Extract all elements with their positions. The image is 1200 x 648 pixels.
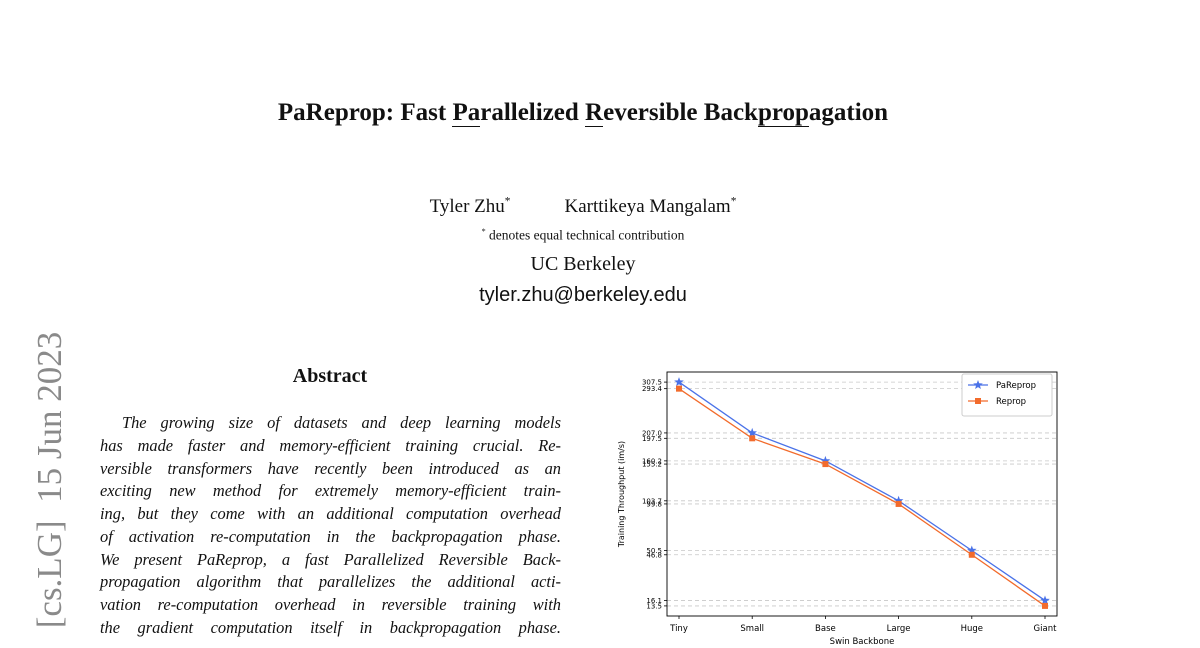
x-tick-label: Large [887,624,911,634]
x-tick-label: Base [815,624,836,634]
author: Karttikeya Mangalam* [565,196,737,217]
title-part: agation [808,99,889,126]
author-mark: * [730,196,737,208]
data-point [749,435,756,442]
y-tick-label: 155.2 [642,461,662,469]
abstract-line: We present PaReprop, a fast Parallelized… [100,549,561,569]
y-tick-label: 293.4 [642,385,663,393]
data-point [893,495,904,505]
title-part: PaReprop: Fast [277,99,453,126]
y-tick-label: 197.5 [642,435,662,443]
data-point [967,545,977,555]
data-point [1042,602,1048,609]
y-tick-label: 50.5 [646,547,662,555]
data-point [676,385,682,392]
abstract-line: the gradient computation itself in backp… [100,617,561,637]
y-tick-label: 307.5 [642,379,662,387]
author-mark: * [504,196,511,208]
y-axis-label: Training Throughput (im/s) [617,441,626,548]
note-text: denotes equal technical contribution [485,227,685,243]
title-part: prop [757,99,809,127]
y-tick-label: 207.0 [642,429,662,437]
title-part: R [585,99,604,127]
x-tick-label: Giant [1034,624,1058,634]
legend-label: PaReprop [996,381,1036,391]
abstract-line: vation re-computation overhead in revers… [100,595,561,614]
legend-label: Reprop [996,397,1026,407]
author-note: * denotes equal technical contribution [0,227,1166,244]
abstract-line: The growing size of datasets and deep le… [122,413,561,432]
series-line [678,388,1046,607]
y-tick-label: 160.2 [642,457,662,465]
data-point [674,377,684,387]
data-point [1040,595,1050,605]
abstract-line: exciting new method for extremely memory… [100,481,561,501]
title-part: Pa [452,99,481,127]
legend-marker [975,398,981,404]
x-tick-label: Huge [961,624,983,634]
data-point [747,427,757,437]
author-name: Tyler Zhu [429,196,505,218]
author: Tyler Zhu* [430,196,511,217]
data-point [822,461,829,468]
abstract-line: has made faster and memory-efficient tra… [100,435,561,455]
arxiv-sidebar: [cs.LG] 15 Jun 2023 [30,331,69,629]
author-name: Karttikeya Mangalam [564,196,731,218]
plot-frame [666,371,1058,617]
x-tick-label: Small [740,624,764,634]
authors: Tyler Zhu* Karttikeya Mangalam* [0,196,1166,218]
data-point [968,551,975,558]
affiliation: UC Berkeley [530,253,636,275]
data-point [820,455,831,465]
x-axis-label: Swin Backbone [830,637,895,647]
y-tick-label: 46.8 [646,551,662,559]
series-line [678,381,1046,601]
abstract-heading: Abstract [292,365,368,387]
abstract-line: propagation algorithm that parallelizes … [100,572,561,592]
y-tick-label: 103.7 [642,497,662,505]
paper-title: PaReprop: Fast Parallelized Reversible B… [0,99,1166,127]
data-point [895,500,902,507]
title-part: eversible Back [603,99,758,126]
abstract-line: ing, but they come with an additional co… [100,504,561,523]
y-tick-label: 16.1 [646,597,662,605]
email: tyler.zhu@berkeley.edu [479,284,687,306]
y-tick-label: 99.8 [646,500,662,508]
abstract-line: of activation re-computation in the back… [100,526,561,546]
abstract-line: versible transformers have recently been… [100,458,561,478]
legend-marker [973,380,983,389]
title-part: rallelized [480,99,586,126]
note-mark: * [481,227,486,236]
x-tick-label: Tiny [669,624,688,634]
y-tick-label: 13.5 [646,602,662,610]
